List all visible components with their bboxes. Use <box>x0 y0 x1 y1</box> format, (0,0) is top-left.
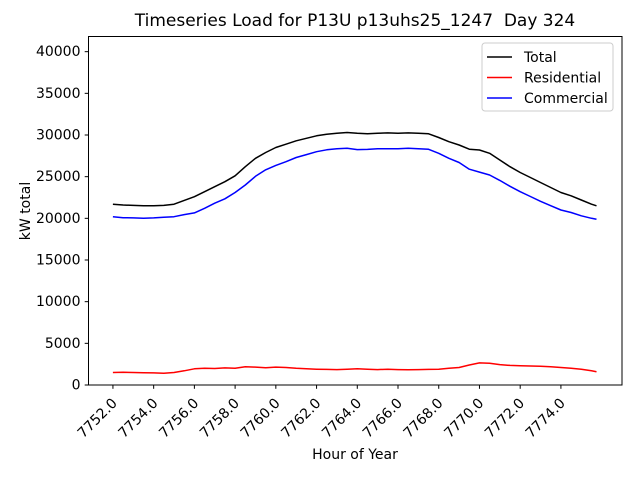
x-tick-label: 7764.0 <box>319 396 365 442</box>
x-tick-label: 7754.0 <box>116 396 162 442</box>
legend-label-residential: Residential <box>524 71 601 87</box>
y-tick-label: 0 <box>72 378 81 394</box>
y-axis-label: kW total <box>18 182 34 240</box>
series-line-residential <box>112 362 597 374</box>
x-tick-label: 7752.0 <box>75 396 121 442</box>
series-line-total <box>112 131 597 207</box>
y-tick-label: 15000 <box>36 253 81 269</box>
y-tick-label: 35000 <box>36 86 81 102</box>
y-tick-label: 30000 <box>36 128 81 144</box>
legend-label-total: Total <box>523 50 557 66</box>
y-tick-label: 40000 <box>36 44 81 60</box>
x-axis-label: Hour of Year <box>312 447 398 463</box>
legend-label-commercial: Commercial <box>524 91 608 107</box>
y-tick-label: 10000 <box>36 294 81 310</box>
x-tick-label: 7758.0 <box>197 396 243 442</box>
x-tick-label: 7760.0 <box>238 396 284 442</box>
x-tick-label: 7768.0 <box>401 396 447 442</box>
y-tick-label: 5000 <box>45 336 81 352</box>
y-tick-label: 25000 <box>36 169 81 185</box>
x-tick-label: 7772.0 <box>482 396 528 442</box>
legend-box <box>481 42 614 112</box>
axes-frame <box>88 36 623 386</box>
x-tick-label: 7756.0 <box>156 396 202 442</box>
x-tick-label: 7766.0 <box>360 396 406 442</box>
series-line-commercial <box>112 147 597 220</box>
x-tick-label: 7762.0 <box>278 396 324 442</box>
plot-title: Timeseries Load for P13U p13uhs25_1247 D… <box>134 11 576 31</box>
x-tick-label: 7774.0 <box>523 396 569 442</box>
y-tick-label: 20000 <box>36 211 81 227</box>
x-tick-label: 7770.0 <box>441 396 487 442</box>
